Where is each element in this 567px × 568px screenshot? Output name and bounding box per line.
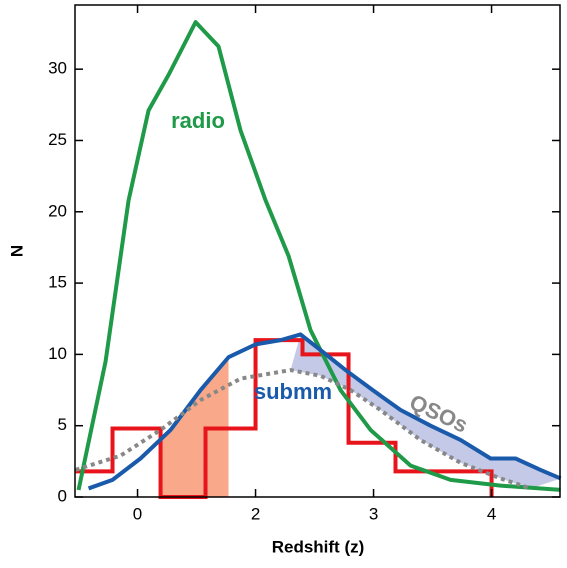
y-tick-label: 15 — [48, 273, 67, 292]
x-tick-label: 2 — [251, 504, 260, 523]
y-axis-label: N — [7, 245, 26, 257]
series-label: submm — [254, 379, 332, 404]
y-tick-label: 30 — [48, 59, 67, 78]
x-tick-label: 0 — [133, 504, 142, 523]
y-tick-label: 0 — [58, 486, 67, 505]
line — [76, 20, 561, 492]
x-axis-label: Redshift (z) — [272, 537, 365, 556]
line — [87, 332, 562, 491]
series-label: radio — [171, 108, 225, 133]
x-tick-label: 3 — [369, 504, 378, 523]
y-tick-label: 25 — [48, 130, 67, 149]
shaded-region — [160, 357, 229, 497]
y-tick-label: 5 — [58, 415, 67, 434]
y-tick-label: 10 — [48, 344, 67, 363]
x-tick-label: 4 — [487, 504, 496, 523]
plot-frame — [74, 4, 561, 498]
y-tick-label: 20 — [48, 201, 67, 220]
